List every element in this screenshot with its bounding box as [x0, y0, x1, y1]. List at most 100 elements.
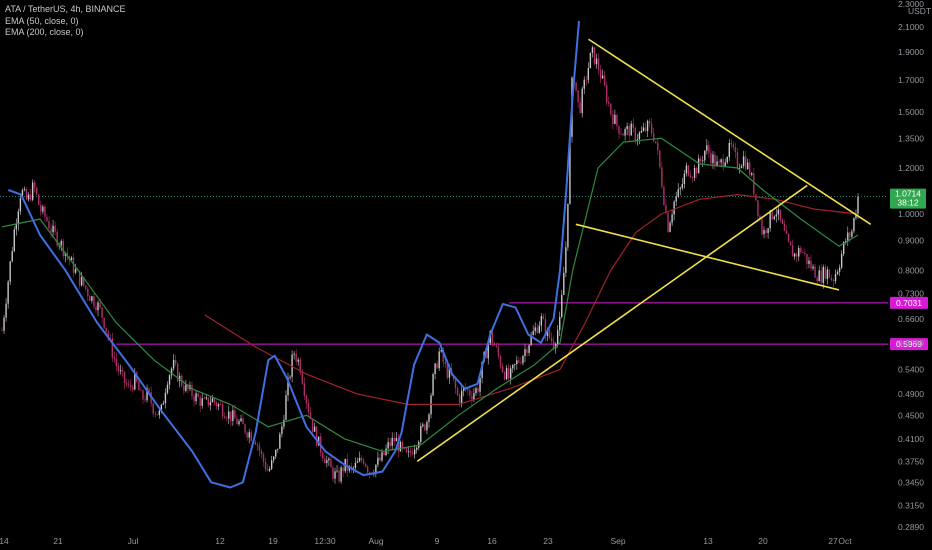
- candle-body: [60, 240, 62, 246]
- candle-body: [499, 355, 502, 367]
- candle-body: [661, 167, 663, 187]
- candle-body: [303, 383, 306, 396]
- candle-body: [395, 438, 397, 442]
- candle-body: [816, 277, 818, 282]
- x-tick-label: Aug: [368, 536, 383, 546]
- candle-body: [350, 466, 353, 468]
- candle-body: [532, 331, 534, 335]
- candle-body: [610, 103, 612, 115]
- candle-body: [452, 375, 455, 380]
- candle-body: [164, 392, 167, 404]
- candle-body: [238, 421, 240, 425]
- candle-body: [818, 270, 820, 282]
- candle-body: [201, 398, 203, 406]
- candle-body: [765, 230, 767, 233]
- candle-body: [401, 442, 404, 449]
- candle-body: [432, 374, 434, 396]
- candle-body: [838, 267, 841, 272]
- candle-body: [230, 411, 232, 421]
- candle-body: [436, 363, 438, 369]
- trend-line: [588, 38, 872, 225]
- candle-body: [540, 316, 543, 326]
- candle-body: [195, 393, 197, 402]
- candle-body: [628, 126, 630, 136]
- candle-body: [512, 364, 514, 369]
- candle-body: [716, 161, 718, 167]
- candle-body: [849, 232, 851, 237]
- candle-body: [524, 349, 526, 356]
- candle-body: [802, 252, 804, 253]
- x-tick-label: Jul: [128, 536, 139, 546]
- candle-body: [771, 210, 773, 220]
- candle-body: [309, 412, 312, 419]
- candle-body: [215, 402, 218, 407]
- candle-body: [724, 162, 726, 167]
- candle-body: [240, 418, 242, 422]
- candle-body: [648, 120, 651, 124]
- candle-body: [375, 464, 377, 474]
- candle-body: [806, 253, 808, 264]
- candle-body: [250, 432, 252, 441]
- candle-body: [736, 152, 739, 169]
- candle-body: [657, 142, 659, 151]
- y-tick-label: 0.8000: [898, 265, 924, 275]
- candle-body: [291, 354, 293, 377]
- candle-body: [52, 225, 54, 233]
- candle-body: [72, 257, 75, 273]
- candle-body: [13, 229, 15, 252]
- level-tag: [890, 296, 928, 309]
- candle-body: [232, 410, 234, 421]
- candle-body: [403, 448, 406, 449]
- candle-body: [855, 213, 857, 219]
- candle-body: [199, 397, 201, 406]
- candle-body: [485, 352, 487, 359]
- candle-body: [526, 349, 528, 353]
- candle-body: [352, 467, 355, 469]
- candle-body: [413, 449, 416, 455]
- candle-body: [530, 334, 532, 346]
- candle-body: [646, 120, 649, 132]
- drawing-layer: [7, 20, 872, 489]
- candle-body: [95, 306, 97, 311]
- candle-body: [659, 150, 661, 168]
- candle-body: [467, 389, 469, 391]
- candle-body: [548, 329, 551, 339]
- candle-body: [469, 390, 471, 396]
- candle-body: [144, 399, 146, 401]
- candle-body: [64, 252, 67, 256]
- candle-body: [477, 388, 479, 392]
- candle-body: [857, 196, 859, 214]
- candle-body: [487, 343, 489, 359]
- candle-body: [667, 212, 669, 233]
- candle-body: [426, 421, 428, 431]
- candle-body: [140, 390, 142, 392]
- candle-body: [264, 461, 267, 470]
- candle-body: [422, 424, 424, 427]
- x-tick-label: 16: [487, 536, 497, 546]
- candle-body: [726, 157, 728, 163]
- candle-body: [176, 363, 179, 382]
- candle-body: [673, 201, 675, 215]
- candle-body: [428, 414, 430, 422]
- candle-body: [473, 393, 475, 400]
- candle-body: [172, 359, 175, 369]
- x-tick-label: 19: [268, 536, 278, 546]
- candle-body: [669, 222, 671, 233]
- candle-body: [742, 156, 745, 166]
- candle-body: [734, 147, 737, 153]
- candle-body: [121, 370, 124, 372]
- candle-body: [293, 353, 295, 355]
- candle-body: [203, 398, 205, 400]
- candle-body: [1, 330, 3, 332]
- candle-body: [695, 167, 698, 174]
- candle-body: [154, 413, 156, 415]
- candle-body: [632, 123, 634, 128]
- candle-body: [364, 463, 367, 467]
- ema50-line: [1, 137, 859, 453]
- candle-body: [677, 189, 679, 197]
- candle-body: [377, 457, 379, 465]
- candle-body: [78, 270, 81, 286]
